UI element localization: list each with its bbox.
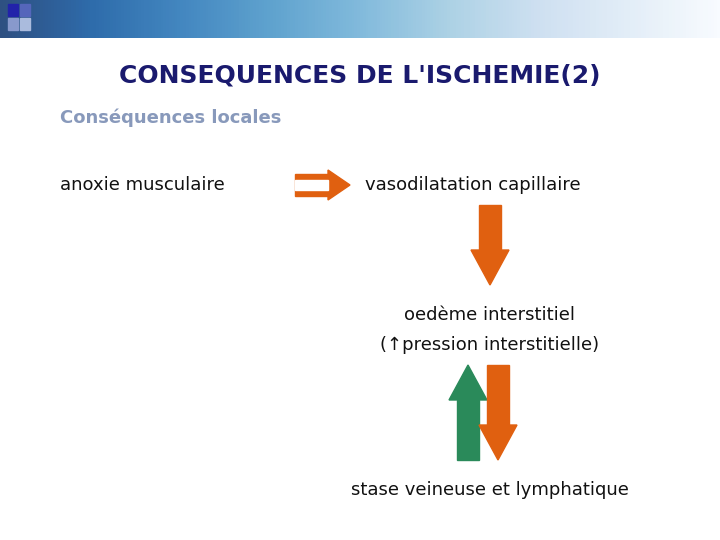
Text: CONSEQUENCES DE L'ISCHEMIE(2): CONSEQUENCES DE L'ISCHEMIE(2) xyxy=(120,63,600,87)
Text: stase veineuse et lymphatique: stase veineuse et lymphatique xyxy=(351,481,629,499)
Text: oedème interstitiel: oedème interstitiel xyxy=(405,306,575,324)
Bar xyxy=(20,4,30,16)
Polygon shape xyxy=(328,170,350,200)
Bar xyxy=(487,365,509,425)
Polygon shape xyxy=(449,365,487,400)
Text: anoxie musculaire: anoxie musculaire xyxy=(60,176,225,194)
Text: Conséquences locales: Conséquences locales xyxy=(60,109,282,127)
Bar xyxy=(295,180,328,190)
Polygon shape xyxy=(479,425,517,460)
Text: vasodilatation capillaire: vasodilatation capillaire xyxy=(365,176,580,194)
Bar xyxy=(457,400,479,460)
Bar xyxy=(8,18,18,30)
Polygon shape xyxy=(471,250,509,285)
Bar xyxy=(8,4,18,16)
Bar xyxy=(479,205,501,250)
Text: (↑pression interstitielle): (↑pression interstitielle) xyxy=(380,336,600,354)
Bar xyxy=(20,18,30,30)
Bar xyxy=(295,174,328,196)
